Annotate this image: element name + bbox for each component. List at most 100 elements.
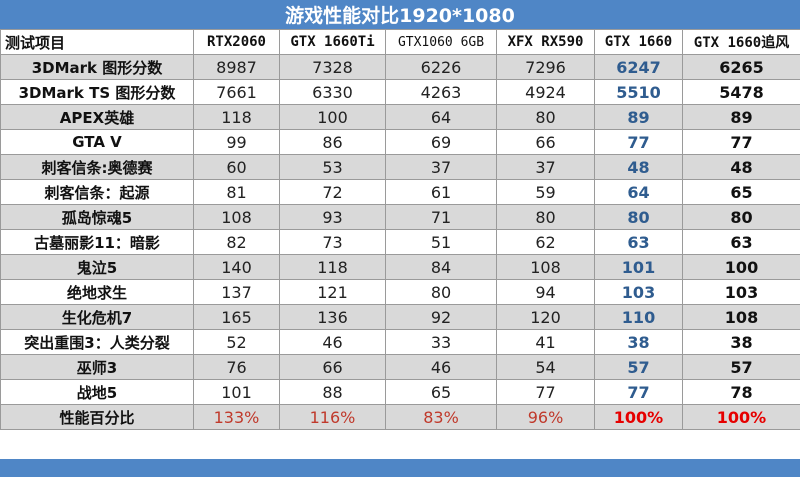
- cell-value: 65: [385, 379, 497, 405]
- table-row: 孤岛惊魂5 108 93 71 80 80 80: [0, 204, 800, 230]
- table-row: APEX英雄 118 100 64 80 89 89: [0, 104, 800, 130]
- cell-value: 86: [279, 129, 386, 155]
- cell-value: 71: [385, 204, 497, 230]
- cell-value: 136: [279, 304, 386, 330]
- row-label: 刺客信条：起源: [0, 179, 194, 205]
- cell-value: 101: [193, 379, 280, 405]
- cell-value: 92: [385, 304, 497, 330]
- header-test-item: 测试项目: [0, 29, 194, 55]
- cell-value: 7296: [496, 54, 595, 80]
- cell-value: 99: [193, 129, 280, 155]
- cell-value: 4263: [385, 79, 497, 105]
- row-label: 3DMark TS 图形分数: [0, 79, 194, 105]
- cell-value: 93: [279, 204, 386, 230]
- cell-value: 7328: [279, 54, 386, 80]
- cell-value: 61: [385, 179, 497, 205]
- table-row: 3DMark TS 图形分数 7661 6330 4263 4924 5510 …: [0, 79, 800, 105]
- cell-value: 81: [193, 179, 280, 205]
- cell-value: 38: [594, 329, 683, 355]
- cell-value: 48: [682, 154, 800, 180]
- cell-value: 6330: [279, 79, 386, 105]
- cell-value: 89: [594, 104, 683, 130]
- cell-value: 8987: [193, 54, 280, 80]
- cell-value: 80: [385, 279, 497, 305]
- table-row: 生化危机7 165 136 92 120 110 108: [0, 304, 800, 330]
- row-label: 绝地求生: [0, 279, 194, 305]
- row-label: 孤岛惊魂5: [0, 204, 194, 230]
- cell-value: 62: [496, 229, 595, 255]
- cell-value: 37: [496, 154, 595, 180]
- cell-value: 118: [279, 254, 386, 280]
- cell-value: 69: [385, 129, 497, 155]
- cell-value: 76: [193, 354, 280, 380]
- cell-value: 137: [193, 279, 280, 305]
- table-row: 巫师3 76 66 46 54 57 57: [0, 354, 800, 380]
- table-row: 刺客信条:奥德赛 60 53 37 37 48 48: [0, 154, 800, 180]
- cell-value: 54: [496, 354, 595, 380]
- cell-value: 80: [682, 204, 800, 230]
- cell-value: 121: [279, 279, 386, 305]
- cell-value: 73: [279, 229, 386, 255]
- cell-value: 77: [594, 129, 683, 155]
- cell-value: 110: [594, 304, 683, 330]
- cell-value: 59: [496, 179, 595, 205]
- header-rtx2060: RTX2060: [193, 29, 280, 55]
- table-row: 鬼泣5 140 118 84 108 101 100: [0, 254, 800, 280]
- table-row: 3DMark 图形分数 8987 7328 6226 7296 6247 626…: [0, 54, 800, 80]
- cell-value: 116%: [279, 404, 386, 430]
- cell-value: 83%: [385, 404, 497, 430]
- cell-value: 6247: [594, 54, 683, 80]
- cell-value: 33: [385, 329, 497, 355]
- row-label: 突出重围3：人类分裂: [0, 329, 194, 355]
- cell-value: 64: [385, 104, 497, 130]
- cell-value: 108: [682, 304, 800, 330]
- cell-value: 89: [682, 104, 800, 130]
- cell-value: 7661: [193, 79, 280, 105]
- cell-value: 103: [594, 279, 683, 305]
- row-label: 刺客信条:奥德赛: [0, 154, 194, 180]
- table-row: 战地5 101 88 65 77 77 78: [0, 379, 800, 405]
- header-gtx1660: GTX 1660: [594, 29, 683, 55]
- cell-value: 5510: [594, 79, 683, 105]
- cell-value: 100: [682, 254, 800, 280]
- cell-value: 66: [496, 129, 595, 155]
- cell-value: 140: [193, 254, 280, 280]
- cell-value: 60: [193, 154, 280, 180]
- cell-value: 38: [682, 329, 800, 355]
- cell-value: 103: [682, 279, 800, 305]
- header-gtx1060-6gb: GTX1060 6GB: [385, 29, 497, 55]
- cell-value: 48: [594, 154, 683, 180]
- header-gtx1660-zhuifeng: GTX 1660追风: [682, 29, 800, 55]
- cell-value: 64: [594, 179, 683, 205]
- cell-value: 101: [594, 254, 683, 280]
- cell-value: 46: [279, 329, 386, 355]
- row-label: 巫师3: [0, 354, 194, 380]
- row-label: 鬼泣5: [0, 254, 194, 280]
- cell-value: 63: [682, 229, 800, 255]
- row-label: 战地5: [0, 379, 194, 405]
- row-label: 性能百分比: [0, 404, 194, 430]
- header-xfx-rx590: XFX RX590: [496, 29, 595, 55]
- cell-value: 118: [193, 104, 280, 130]
- row-label: APEX英雄: [0, 104, 194, 130]
- cell-value: 88: [279, 379, 386, 405]
- cell-value: 100%: [682, 404, 800, 430]
- cell-value: 77: [496, 379, 595, 405]
- table-title: 游戏性能对比1920*1080: [0, 0, 800, 29]
- bottom-band: [0, 459, 800, 477]
- row-label: 古墓丽影11：暗影: [0, 229, 194, 255]
- row-label: 3DMark 图形分数: [0, 54, 194, 80]
- cell-value: 6226: [385, 54, 497, 80]
- cell-value: 52: [193, 329, 280, 355]
- row-label: GTA V: [0, 129, 194, 155]
- cell-value: 41: [496, 329, 595, 355]
- cell-value: 100: [279, 104, 386, 130]
- table-row: 古墓丽影11：暗影 82 73 51 62 63 63: [0, 229, 800, 255]
- cell-value: 108: [193, 204, 280, 230]
- cell-value: 66: [279, 354, 386, 380]
- cell-value: 77: [682, 129, 800, 155]
- table-row: 刺客信条：起源 81 72 61 59 64 65: [0, 179, 800, 205]
- cell-value: 57: [594, 354, 683, 380]
- cell-value: 57: [682, 354, 800, 380]
